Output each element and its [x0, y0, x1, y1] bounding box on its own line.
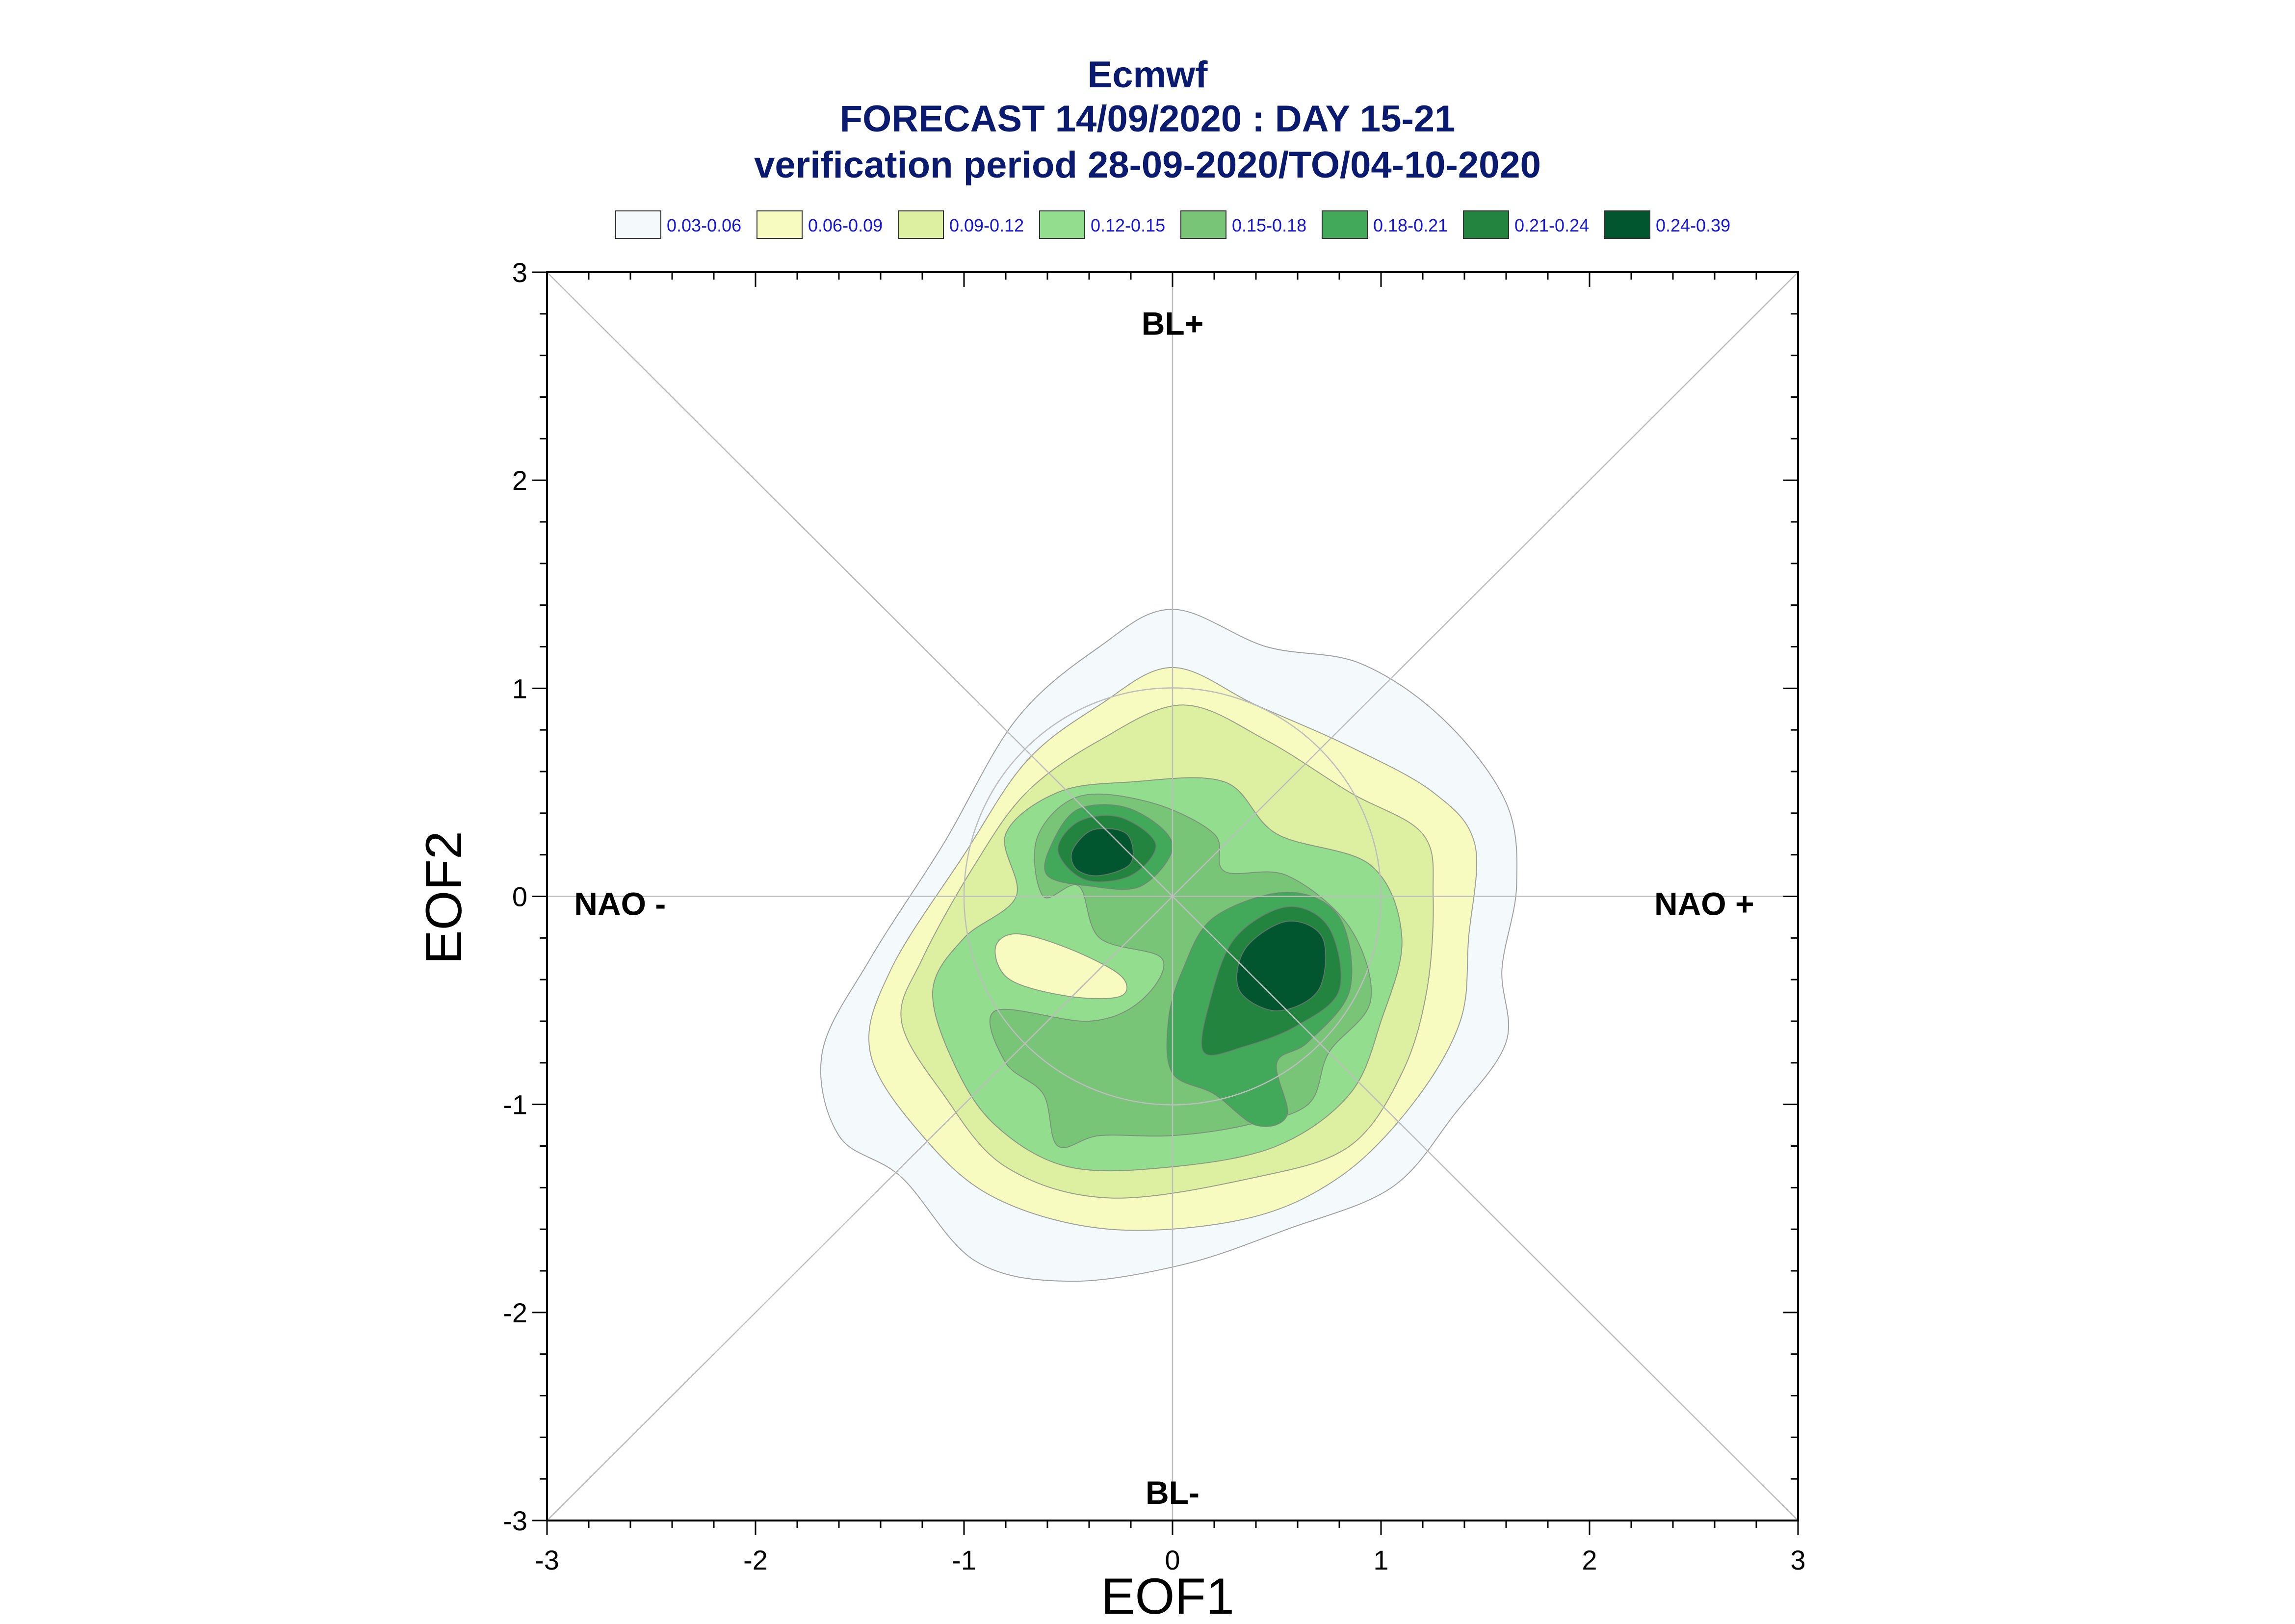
y-tick-label: 3	[512, 257, 527, 288]
x-tick-label: -1	[952, 1545, 976, 1575]
legend-swatch	[898, 210, 944, 239]
regime-annotations: BL+ BL- NAO - NAO +	[574, 305, 1754, 1511]
regime-label: BL+	[1142, 305, 1204, 341]
legend-swatch	[615, 210, 661, 239]
x-tick-label: -3	[535, 1545, 559, 1575]
x-tick-label: 3	[1790, 1545, 1805, 1575]
axis-ticks: -3 -2 -1 0 1 2 3 3 2 1 0 -1 -2 -3	[503, 257, 1805, 1575]
diagonal-line	[547, 272, 1799, 1521]
x-tick-label: 1	[1373, 1545, 1388, 1575]
chart-title-line-1: Ecmwf	[1087, 54, 1208, 96]
legend-swatch	[1604, 210, 1650, 239]
legend-swatch	[1322, 210, 1368, 239]
contour-band	[1236, 920, 1327, 1011]
legend-label: 0.03-0.06	[667, 215, 741, 235]
y-tick-label: -3	[503, 1505, 527, 1536]
legend-label: 0.09-0.12	[949, 215, 1024, 235]
y-tick-label: 1	[512, 673, 527, 704]
x-tick-label: 2	[1582, 1545, 1597, 1575]
regime-label: NAO -	[574, 886, 666, 922]
legend: 0.03-0.06 0.06-0.09 0.09-0.12 0.12-0.15 0.15…	[615, 210, 1730, 239]
legend-swatch	[1463, 210, 1509, 239]
density-contours	[820, 609, 1518, 1282]
regime-label: NAO +	[1654, 886, 1754, 922]
y-tick-label: -2	[503, 1297, 527, 1328]
legend-label: 0.18-0.21	[1373, 215, 1448, 235]
legend-label: 0.15-0.18	[1232, 215, 1306, 235]
y-tick-label: 0	[512, 881, 527, 912]
unit-circle	[963, 687, 1382, 1106]
guide-lines	[547, 272, 1799, 1521]
chart-title-line-3: verification period 28-09-2020/TO/04-10-…	[754, 144, 1541, 186]
chart-title-line-2: FORECAST 14/09/2020 : DAY 15-21	[839, 98, 1456, 140]
legend-swatch	[756, 210, 803, 239]
legend-swatch	[1180, 210, 1226, 239]
x-axis-title: EOF1	[1101, 1568, 1234, 1624]
y-tick-label: 2	[512, 465, 527, 496]
regime-label: BL-	[1146, 1474, 1200, 1511]
legend-label: 0.12-0.15	[1091, 215, 1165, 235]
y-tick-label: -1	[503, 1089, 527, 1120]
legend-label: 0.06-0.09	[808, 215, 883, 235]
y-axis-title: EOF2	[416, 831, 472, 964]
contour-band	[994, 933, 1128, 999]
contour-band	[1070, 827, 1134, 876]
legend-label: 0.21-0.24	[1514, 215, 1589, 235]
x-tick-label: -2	[743, 1545, 768, 1575]
x-tick-label: 0	[1165, 1545, 1180, 1575]
legend-swatch	[1039, 210, 1085, 239]
legend-label: 0.24-0.39	[1656, 215, 1730, 235]
